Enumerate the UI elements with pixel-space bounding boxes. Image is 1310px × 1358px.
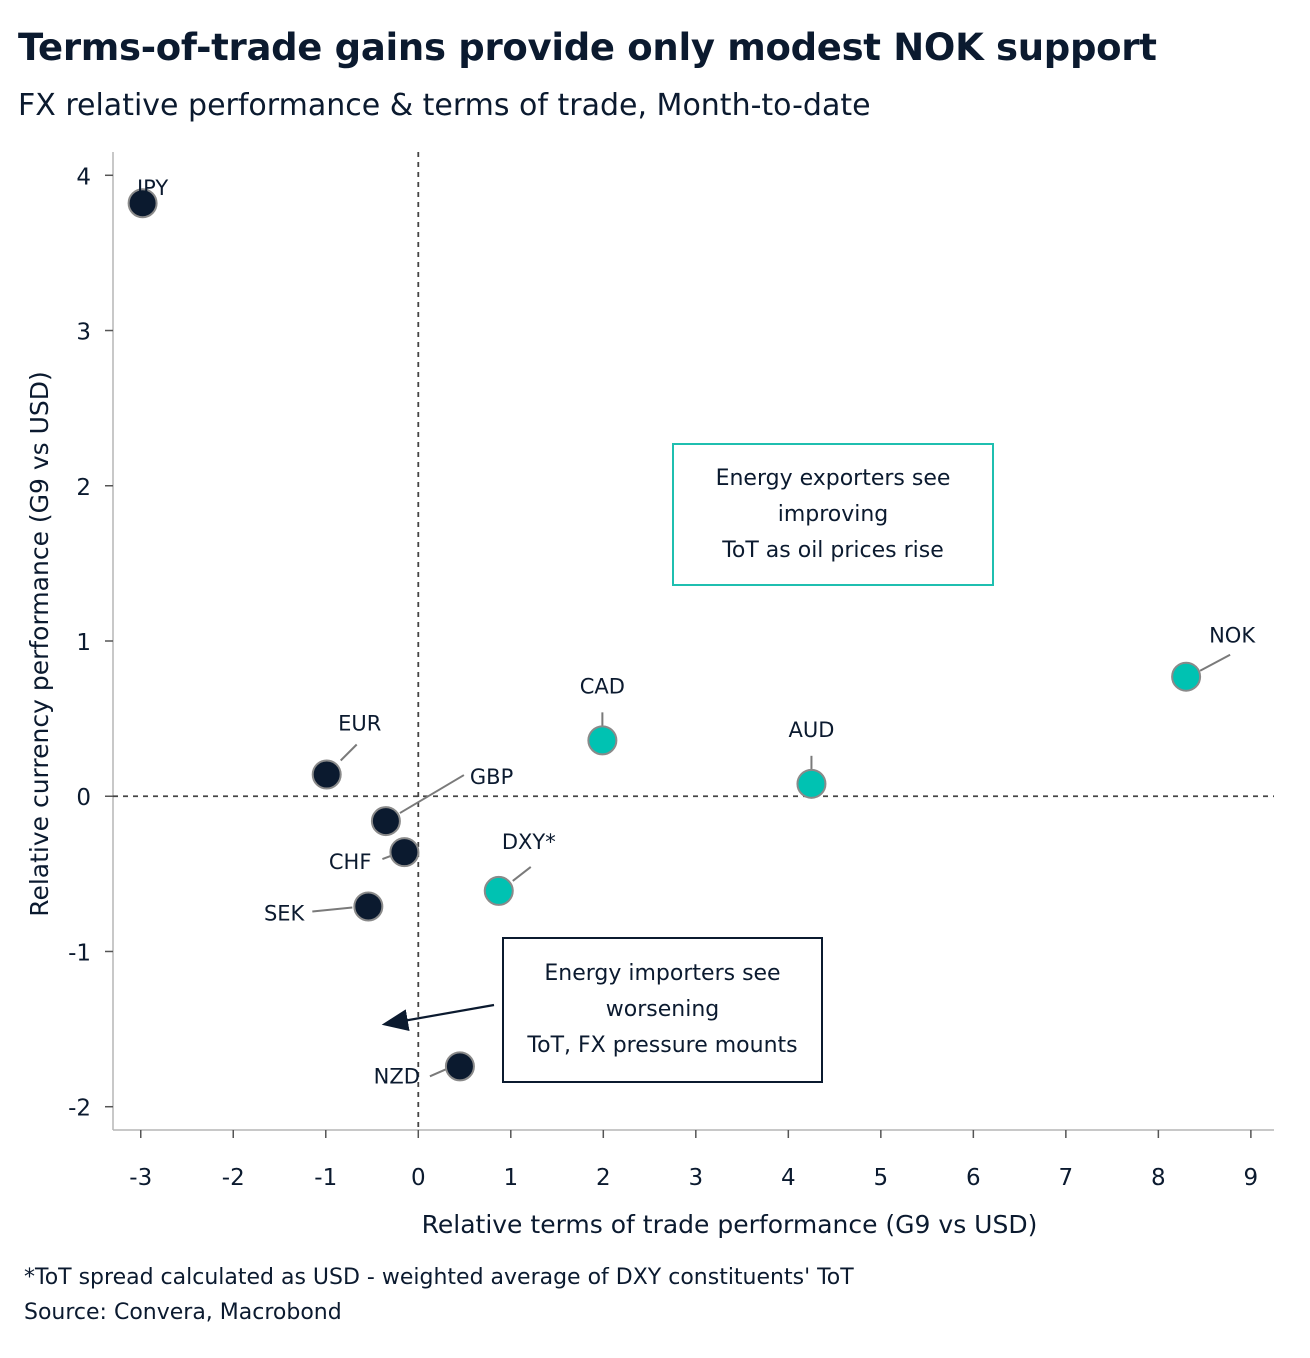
x-tick-label: 8 (1151, 1165, 1166, 1191)
footnote: *ToT spread calculated as USD - weighted… (24, 1265, 854, 1290)
x-tick-label: 2 (596, 1165, 611, 1191)
exporters-note-line-2: improving (777, 501, 889, 527)
point-label-jpy: JPY (135, 176, 168, 200)
leader-line-nzd (429, 1068, 447, 1078)
point-jpy (127, 188, 158, 219)
point-label-aud: AUD (788, 718, 834, 742)
x-tick-label: 9 (1244, 1165, 1259, 1191)
energy-exporters-annotation: Energy exporters see improving ToT as oi… (672, 443, 994, 586)
point-label-gbp: GBP (470, 765, 513, 789)
point-aud (796, 768, 827, 799)
leader-line-eur (339, 743, 358, 762)
leader-line-nok (1199, 653, 1231, 672)
y-tick-label: 3 (76, 320, 91, 346)
leader-line-sek (312, 906, 353, 913)
x-tick-label: 3 (688, 1165, 703, 1191)
source-note: Source: Convera, Macrobond (24, 1300, 342, 1325)
exporters-note-line-3: ToT as oil prices rise (722, 537, 944, 563)
y-tick-label: 1 (76, 630, 91, 656)
point-sek (353, 891, 384, 922)
y-tick-label: 4 (76, 164, 91, 190)
x-tick-label: -2 (222, 1165, 245, 1191)
x-tick-label: -1 (314, 1165, 337, 1191)
point-label-chf: CHF (329, 850, 372, 874)
x-axis-title: Relative terms of trade performance (G9 … (422, 1210, 1038, 1239)
point-label-nzd: NZD (374, 1064, 420, 1088)
y-tick-label: 2 (76, 475, 91, 501)
y-tick-label: -2 (68, 1096, 91, 1122)
energy-importers-annotation: Energy importers see worsening ToT, FX p… (502, 937, 823, 1083)
x-tick-label: 0 (411, 1165, 426, 1191)
y-axis-title: Relative currency performance (G9 vs USD… (25, 371, 54, 917)
x-tick-label: 4 (781, 1165, 796, 1191)
point-label-dxy: DXY* (502, 830, 556, 854)
importers-note-line-1: Energy importers see (544, 961, 781, 986)
x-tick-label: 1 (503, 1165, 518, 1191)
x-tick-label: -3 (129, 1165, 152, 1191)
point-cad (587, 725, 618, 756)
chart-title: Terms-of-trade gains provide only modest… (18, 26, 1157, 69)
x-tick-label: 7 (1059, 1165, 1074, 1191)
point-label-nok: NOK (1209, 624, 1256, 648)
point-gbp (370, 806, 401, 837)
importers-note-line-2: worsening (605, 997, 720, 1022)
point-label-eur: EUR (338, 712, 381, 736)
point-chf (389, 837, 420, 868)
point-nzd (444, 1051, 475, 1082)
leader-line-dxy (512, 866, 532, 882)
scatter-chart: -3 -2 -1 0 1 2 3 4 5 6 7 8 9 -2 -1 0 1 2 3 4 Relative terms … (25, 152, 1274, 1239)
x-tick-label: 5 (874, 1165, 889, 1191)
importers-arrow (381, 1003, 495, 1032)
point-label-cad: CAD (580, 674, 625, 698)
importers-note-line-3: ToT, FX pressure mounts (527, 1033, 798, 1058)
point-label-sek: SEK (264, 901, 306, 925)
exporters-note-line-1: Energy exporters see (715, 465, 951, 491)
leader-line-gbp (399, 774, 465, 814)
point-nok (1171, 661, 1202, 692)
chart-subtitle: FX relative performance & terms of trade… (18, 88, 871, 123)
y-tick-label: 0 (76, 785, 91, 811)
y-tick-label: -1 (68, 940, 91, 966)
point-dxy (483, 875, 514, 906)
point-eur (311, 759, 342, 790)
x-tick-label: 6 (966, 1165, 981, 1191)
leader-line-chf (382, 855, 391, 861)
